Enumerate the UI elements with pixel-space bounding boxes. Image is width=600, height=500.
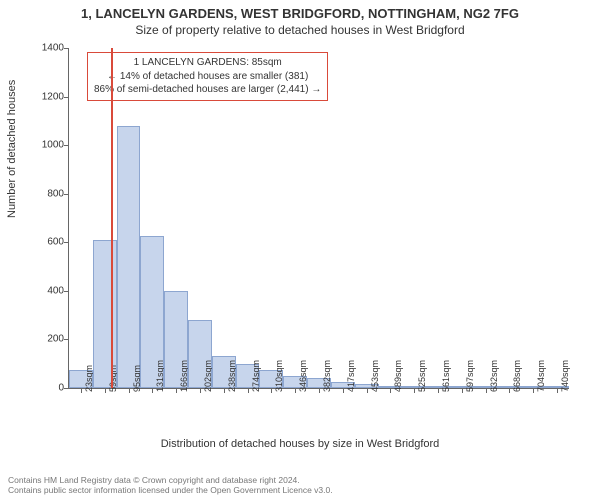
y-tick-label: 400 bbox=[28, 285, 64, 296]
x-tick-mark bbox=[176, 388, 177, 393]
info-box: 1 LANCELYN GARDENS: 85sqm ← 14% of detac… bbox=[87, 52, 328, 101]
info-line-1: 1 LANCELYN GARDENS: 85sqm bbox=[94, 56, 321, 70]
x-tick-mark bbox=[533, 388, 534, 393]
y-tick-mark bbox=[64, 97, 69, 98]
chart-area: 1 LANCELYN GARDENS: 85sqm ← 14% of detac… bbox=[68, 48, 569, 389]
x-tick-mark bbox=[486, 388, 487, 393]
y-tick-label: 0 bbox=[28, 383, 64, 394]
info-line-3: 86% of semi-detached houses are larger (… bbox=[94, 83, 321, 97]
x-tick-mark bbox=[509, 388, 510, 393]
chart-container: 1, LANCELYN GARDENS, WEST BRIDGFORD, NOT… bbox=[0, 0, 600, 500]
y-tick-mark bbox=[64, 291, 69, 292]
x-tick-mark bbox=[248, 388, 249, 393]
y-tick-label: 600 bbox=[28, 237, 64, 248]
x-tick-mark bbox=[271, 388, 272, 393]
footer-line-1: Contains HM Land Registry data © Crown c… bbox=[8, 475, 333, 486]
x-tick-mark bbox=[105, 388, 106, 393]
x-tick-mark bbox=[438, 388, 439, 393]
x-tick-mark bbox=[390, 388, 391, 393]
page-title: 1, LANCELYN GARDENS, WEST BRIDGFORD, NOT… bbox=[0, 0, 600, 21]
histogram-bar bbox=[117, 126, 141, 388]
page-subtitle: Size of property relative to detached ho… bbox=[0, 21, 600, 37]
y-axis-label: Number of detached houses bbox=[6, 80, 18, 218]
footer-line-2: Contains public sector information licen… bbox=[8, 485, 333, 496]
marker-line bbox=[111, 48, 113, 388]
y-tick-label: 1400 bbox=[28, 43, 64, 54]
x-tick-mark bbox=[200, 388, 201, 393]
x-tick-mark bbox=[319, 388, 320, 393]
footer: Contains HM Land Registry data © Crown c… bbox=[8, 475, 333, 496]
x-tick-mark bbox=[557, 388, 558, 393]
x-tick-mark bbox=[343, 388, 344, 393]
x-tick-mark bbox=[367, 388, 368, 393]
x-axis-label: Distribution of detached houses by size … bbox=[0, 438, 600, 450]
x-tick-mark bbox=[224, 388, 225, 393]
x-tick-mark bbox=[414, 388, 415, 393]
y-tick-mark bbox=[64, 339, 69, 340]
y-tick-mark bbox=[64, 145, 69, 146]
y-tick-label: 1000 bbox=[28, 140, 64, 151]
info-line-2: ← 14% of detached houses are smaller (38… bbox=[94, 70, 321, 84]
x-tick-label: 740sqm bbox=[560, 360, 570, 392]
y-tick-label: 200 bbox=[28, 334, 64, 345]
x-tick-mark bbox=[152, 388, 153, 393]
x-tick-mark bbox=[462, 388, 463, 393]
y-tick-label: 1200 bbox=[28, 91, 64, 102]
x-tick-mark bbox=[129, 388, 130, 393]
y-tick-mark bbox=[64, 194, 69, 195]
y-tick-mark bbox=[64, 48, 69, 49]
y-tick-label: 800 bbox=[28, 188, 64, 199]
x-tick-mark bbox=[81, 388, 82, 393]
y-tick-mark bbox=[64, 388, 69, 389]
x-tick-mark bbox=[295, 388, 296, 393]
y-tick-mark bbox=[64, 242, 69, 243]
